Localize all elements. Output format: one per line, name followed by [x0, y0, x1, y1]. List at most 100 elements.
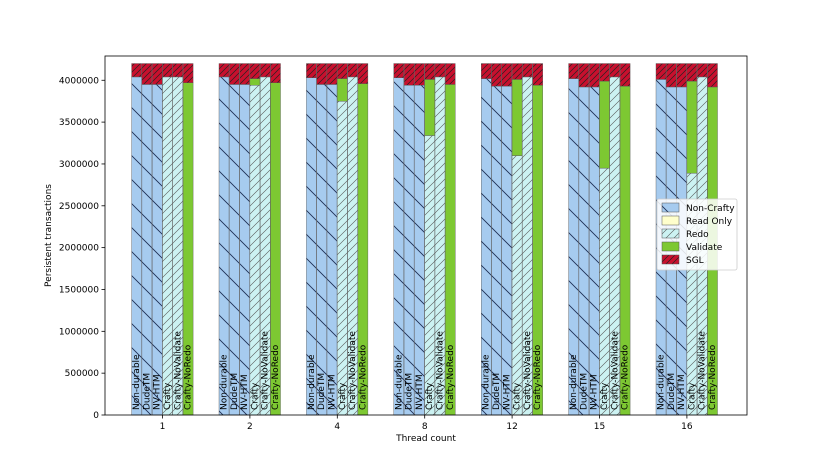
bar-segment-sgl [393, 63, 404, 78]
bar-label: Crafty-NoRedo [708, 344, 718, 410]
bar-segment-sgl [357, 63, 369, 84]
bar-segment-validate [424, 79, 435, 136]
bar-label: Crafty-NoRedo [184, 344, 194, 410]
bar-labels-layer: Non-durable DudeTM NV-HTM Crafty Crafty-NoVa… [132, 331, 718, 410]
bar-label: Crafty-NoRedo [358, 344, 368, 410]
bar-segment-validate [249, 78, 261, 86]
x-tick-label: 16 [681, 422, 693, 432]
x-tick-label: 4 [334, 422, 340, 432]
bar-label: Crafty [163, 382, 173, 410]
bar-segment-noncrafty [578, 86, 590, 416]
bar-segment-noncrafty [501, 85, 512, 416]
bar-label: DudeTM [405, 373, 415, 410]
bar-segment-sgl [589, 63, 600, 88]
bar-label: Crafty [250, 382, 260, 410]
legend-swatch [661, 202, 680, 213]
bar-label: Crafty-NoRedo [271, 344, 281, 410]
x-tick-label: 2 [247, 422, 253, 432]
bar-label: DudeTM [230, 373, 240, 410]
bar-label: DudeTM [317, 373, 327, 410]
legend: Non-Crafty Read Only Redo Validate SGL [656, 198, 738, 271]
bar-segment-sgl [522, 63, 533, 78]
x-tick-label: 1 [160, 422, 166, 432]
bar-segment-validate [686, 80, 698, 174]
bar-label: Crafty [425, 382, 435, 410]
bar-label: Crafty-NoRedo [446, 344, 456, 410]
bar-segment-sgl [172, 63, 184, 78]
bar-segment-noncrafty [316, 84, 327, 416]
x-axis-label: Thread count [395, 434, 456, 444]
y-tick-label: 2000000 [59, 244, 99, 254]
bar-label: Non-durable [657, 354, 667, 410]
bar-label: Crafty [338, 382, 348, 410]
bar-label: DudeTM [667, 373, 677, 410]
bar-segment-sgl [326, 63, 338, 85]
bar-label: NV-HTM [590, 374, 600, 410]
bar-segment-redo [511, 155, 523, 416]
bar-label: NV-HTM [240, 374, 250, 410]
bar-segment-validate [599, 80, 610, 169]
bar-label: NV-HTM [153, 374, 163, 410]
bar-segment-sgl [141, 63, 153, 85]
bar-segment-sgl [686, 63, 698, 82]
bar-segment-sgl [578, 63, 590, 88]
bar-segment-noncrafty [229, 84, 240, 416]
bar-segment-sgl [445, 63, 456, 85]
bar-segment-sgl [239, 63, 250, 85]
x-tick-label: 15 [594, 422, 605, 432]
legend-label: Validate [686, 243, 723, 253]
bar-segment-sgl [151, 63, 163, 85]
bar-segment-sgl [403, 63, 415, 86]
bar-segment-sgl [131, 63, 142, 78]
legend-label: Read Only [686, 217, 733, 227]
bar-segment-noncrafty [151, 84, 163, 416]
bar-label: NV-HTM [328, 374, 338, 410]
bar-label: Crafty [513, 382, 523, 410]
y-axis-label: Persistent transactions [44, 184, 54, 287]
bar-segment-sgl [260, 63, 271, 78]
bar-label: Non-durable [220, 354, 230, 410]
bar-label: DudeTM [579, 373, 589, 410]
bar-label: Non-durable [394, 354, 404, 410]
bar-label: Crafty-NoValidate [436, 331, 446, 410]
bar-segment-sgl [568, 63, 579, 79]
bar-segment-validate [511, 79, 523, 156]
legend-swatch [661, 228, 680, 239]
bar-segment-sgl [511, 63, 523, 80]
bar-segment-noncrafty [403, 85, 415, 416]
y-tick-label: 3000000 [59, 160, 99, 170]
bar-segment-sgl [270, 63, 281, 83]
bar-segment-noncrafty [589, 86, 600, 416]
bar-segment-sgl [218, 63, 230, 78]
bar-segment-sgl [162, 63, 173, 78]
bar-segment-noncrafty [491, 85, 502, 416]
bar-segment-noncrafty [239, 84, 250, 416]
y-tick-label: 4000000 [59, 76, 99, 86]
bar-segment-sgl [491, 63, 502, 87]
bar-label: Non-durable [132, 354, 142, 410]
bar-label: DudeTM [492, 373, 502, 410]
bar-segment-redo [249, 85, 261, 416]
y-tick-label: 0 [93, 411, 99, 421]
bar-label: Crafty-NoRedo [621, 344, 631, 410]
bar-segment-sgl [337, 63, 348, 79]
bar-segment-redo [424, 135, 435, 416]
bar-label: NV-HTM [415, 374, 425, 410]
bar-segment-sgl [676, 63, 687, 88]
bar-segment-sgl [697, 63, 708, 78]
y-tick-label: 1000000 [59, 327, 99, 337]
bar-segment-sgl [481, 63, 492, 79]
bar-label: DudeTM [142, 373, 152, 410]
y-tick-label: 2500000 [59, 202, 99, 212]
legend-label: SGL [686, 256, 704, 266]
bar-label: Crafty [687, 382, 697, 410]
bar-segment-validate [337, 78, 348, 102]
bar-label: Crafty-NoValidate [261, 331, 271, 410]
bar-segment-noncrafty [141, 84, 153, 416]
x-tick-label: 12 [506, 422, 517, 432]
bar-label: Crafty-NoValidate [173, 331, 183, 410]
bar-segment-sgl [619, 63, 631, 87]
bar-segment-sgl [424, 63, 435, 80]
bar-label: Crafty-NoValidate [523, 331, 533, 410]
